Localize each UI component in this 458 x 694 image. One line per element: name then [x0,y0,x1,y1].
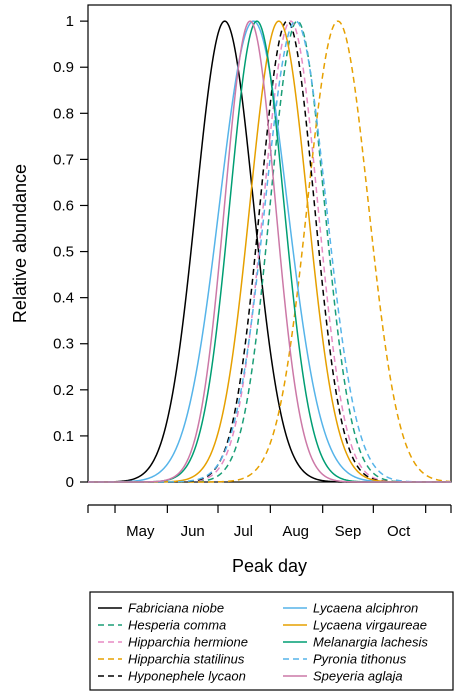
series-line [88,20,451,483]
y-axis: 0 0.1 0.2 0.3 0.4 0.5 0.6 0.7 0.8 0.9 1 [53,13,88,491]
series-curves [88,20,452,483]
legend-label: Melanargia lachesis [313,635,428,650]
legend-label: Hipparchia hermione [128,635,248,650]
x-tick-label: Jun [181,523,205,540]
x-axis: May Jun Jul Aug Sep Oct [87,504,452,540]
legend-label: Hyponephele lycaon [128,669,246,684]
series-line [88,20,451,483]
plot-border [87,4,452,483]
legend-label: Speyeria aglaja [313,669,403,684]
y-tick-label: 0.8 [53,105,74,122]
y-tick-label: 0.5 [53,244,74,261]
plot-area [87,4,452,483]
y-tick-label: 0.4 [53,290,74,307]
y-tick-label: 1 [66,13,74,30]
legend-label: Hipparchia statilinus [128,652,245,667]
x-tick-label: May [126,523,155,540]
y-tick-label: 0 [66,474,74,491]
series-line [88,20,451,483]
series-line [88,20,451,483]
legend-box [89,591,454,691]
x-tick-label: Oct [387,523,411,540]
legend-label: Fabriciana niobe [128,601,224,616]
y-tick-label: 0.6 [53,197,74,214]
y-tick-label: 0.9 [53,59,74,76]
y-tick-label: 0.7 [53,151,74,168]
x-tick-label: Jul [234,523,253,540]
series-line [88,20,451,483]
legend-label: Lycaena virgaureae [313,618,427,633]
legend-label: Pyronia tithonus [313,652,407,667]
y-tick-label: 0.2 [53,382,74,399]
series-line [88,20,452,483]
x-tick-label: Sep [335,523,362,540]
series-line [88,20,451,483]
y-tick-label: 0.3 [53,336,74,353]
series-line [88,20,451,483]
x-tick-label: Aug [282,523,309,540]
series-line [88,20,451,483]
y-tick-label: 0.1 [53,428,74,445]
legend-label: Lycaena alciphron [313,601,418,616]
y-axis-title: Relative abundance [10,164,30,323]
series-line [88,20,451,483]
legend-label: Hesperia comma [128,618,226,633]
x-axis-title: Peak day [232,556,307,576]
legend: Fabriciana niobe Hesperia comma Hipparchia… [89,591,454,691]
